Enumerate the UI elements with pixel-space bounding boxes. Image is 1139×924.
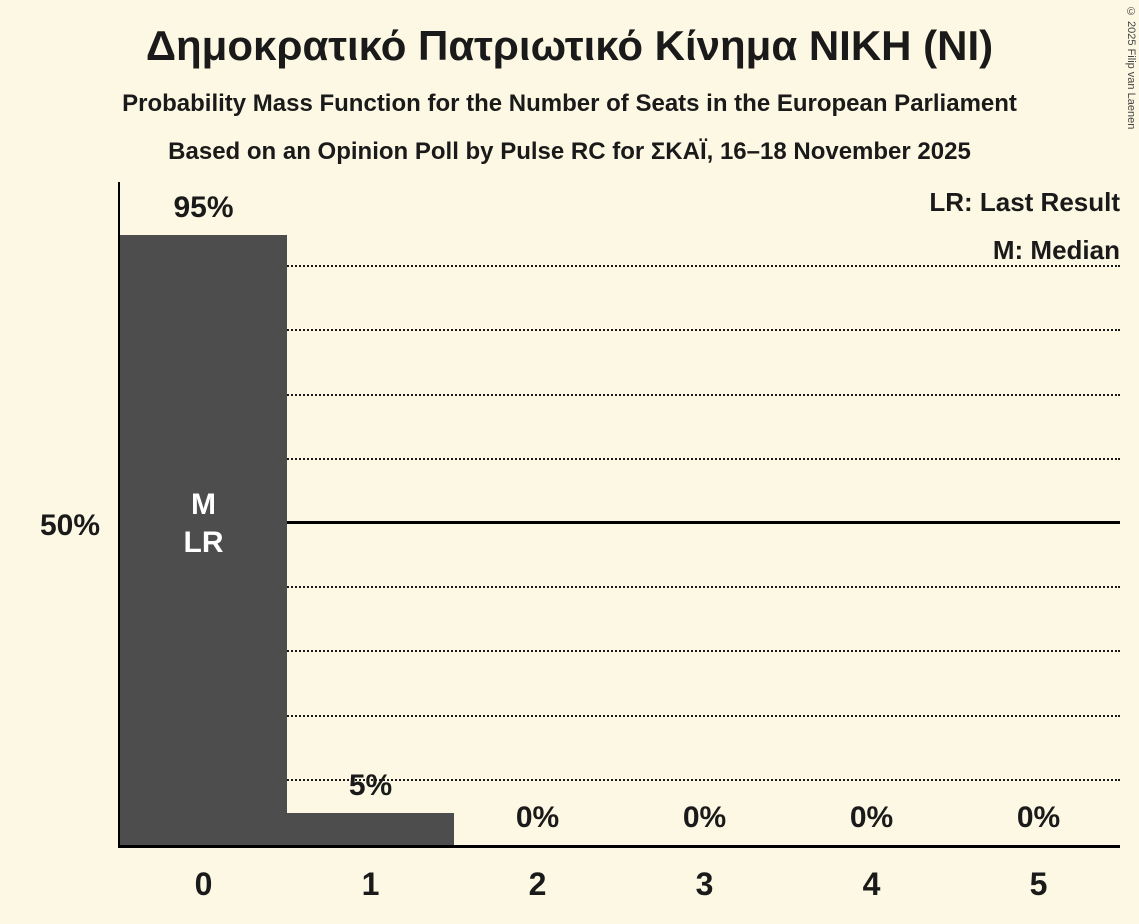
value-label-seats-5: 0% [1016, 801, 1061, 834]
x-axis-label-4: 4 [862, 866, 881, 902]
x-axis-label-2: 2 [528, 866, 547, 902]
x-axis-label-1: 1 [361, 866, 380, 902]
gridline-90 [120, 265, 1120, 268]
gridline-40 [120, 586, 1120, 589]
legend-last-result: LR: Last Result [929, 187, 1120, 217]
value-label-seats-3: 0% [682, 801, 727, 834]
chart-title: Δημοκρατικό Πατριωτικό Κίνημα ΝΙΚΗ (ΝΙ) [145, 22, 994, 69]
gridline-10 [120, 778, 1120, 781]
gridline-70 [120, 393, 1120, 396]
chart-source-line: Based on an Opinion Poll by Pulse RC for… [168, 138, 971, 165]
value-label-seats-1: 5% [348, 768, 393, 802]
gridline-20 [120, 714, 1120, 717]
chart-subtitle: Probability Mass Function for the Number… [122, 90, 1017, 117]
annotation-line-m: M [191, 488, 216, 521]
value-label-seats-2: 0% [515, 801, 560, 834]
gridline-30 [120, 650, 1120, 653]
bar-seats-1 [287, 812, 454, 845]
gridline-50-solid [120, 521, 1120, 524]
x-axis-label-5: 5 [1029, 866, 1048, 902]
x-axis-label-3: 3 [695, 866, 714, 902]
value-label-seats-4: 0% [849, 801, 894, 834]
x-axis-label-0: 0 [194, 866, 213, 902]
bar-seats-0 [120, 235, 287, 845]
plot-area: LR: Last Result M: Median 95% 0 5% 1 0% 2 0% 3 0… [118, 182, 1120, 902]
y-axis-50-percent-label: 50% [39, 509, 100, 542]
gridline-60 [120, 457, 1120, 460]
bar-annotation-m-lr: M LR [120, 486, 287, 562]
legend-median: M: Median [992, 235, 1120, 265]
copyright-note: © 2025 Filip van Laenen [1125, 6, 1137, 130]
legend: LR: Last Result M: Median [929, 188, 1120, 284]
gridline-80 [120, 329, 1120, 332]
value-label-seats-0: 95% [173, 191, 234, 225]
annotation-line-lr: LR [183, 526, 224, 559]
